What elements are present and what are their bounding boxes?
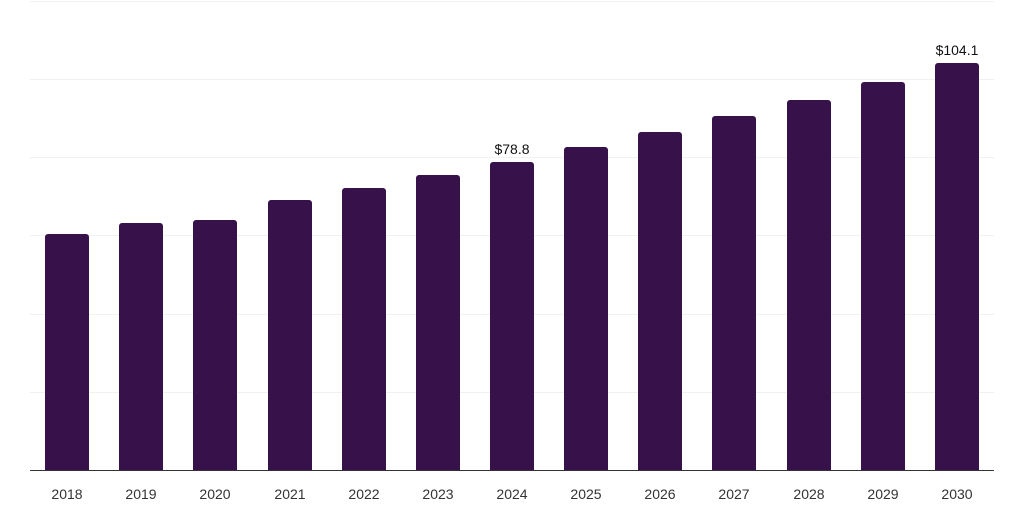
x-tick-label: 2026	[644, 486, 676, 502]
x-tick-label: 2030	[941, 486, 973, 502]
bar-2023	[416, 175, 460, 470]
x-tick-label: 2021	[274, 486, 306, 502]
bar-2030	[935, 63, 979, 470]
gridline	[30, 1, 994, 2]
x-tick-label: 2023	[422, 486, 454, 502]
gridline	[30, 79, 994, 80]
data-label-2024: $78.8	[494, 141, 530, 157]
data-label-2030: $104.1	[935, 42, 979, 58]
bar-2021	[268, 200, 312, 470]
bar-2025	[564, 147, 608, 470]
x-axis-line	[30, 470, 994, 471]
bar-2019	[119, 223, 163, 470]
x-tick-label: 2028	[793, 486, 825, 502]
bar-2022	[342, 188, 386, 470]
x-tick-label: 2018	[51, 486, 83, 502]
x-tick-label: 2029	[867, 486, 899, 502]
bar-2028	[787, 100, 831, 470]
x-tick-label: 2025	[570, 486, 602, 502]
bar-2024	[490, 162, 534, 470]
bar-2026	[638, 132, 682, 470]
bar-2029	[861, 82, 905, 470]
x-tick-label: 2022	[348, 486, 380, 502]
x-tick-label: 2019	[125, 486, 157, 502]
x-tick-label: 2024	[496, 486, 528, 502]
gridline	[30, 157, 994, 158]
bar-2018	[45, 234, 89, 470]
bar-2020	[193, 220, 237, 470]
x-tick-label: 2020	[199, 486, 231, 502]
bar-2027	[712, 116, 756, 470]
x-tick-label: 2027	[718, 486, 750, 502]
